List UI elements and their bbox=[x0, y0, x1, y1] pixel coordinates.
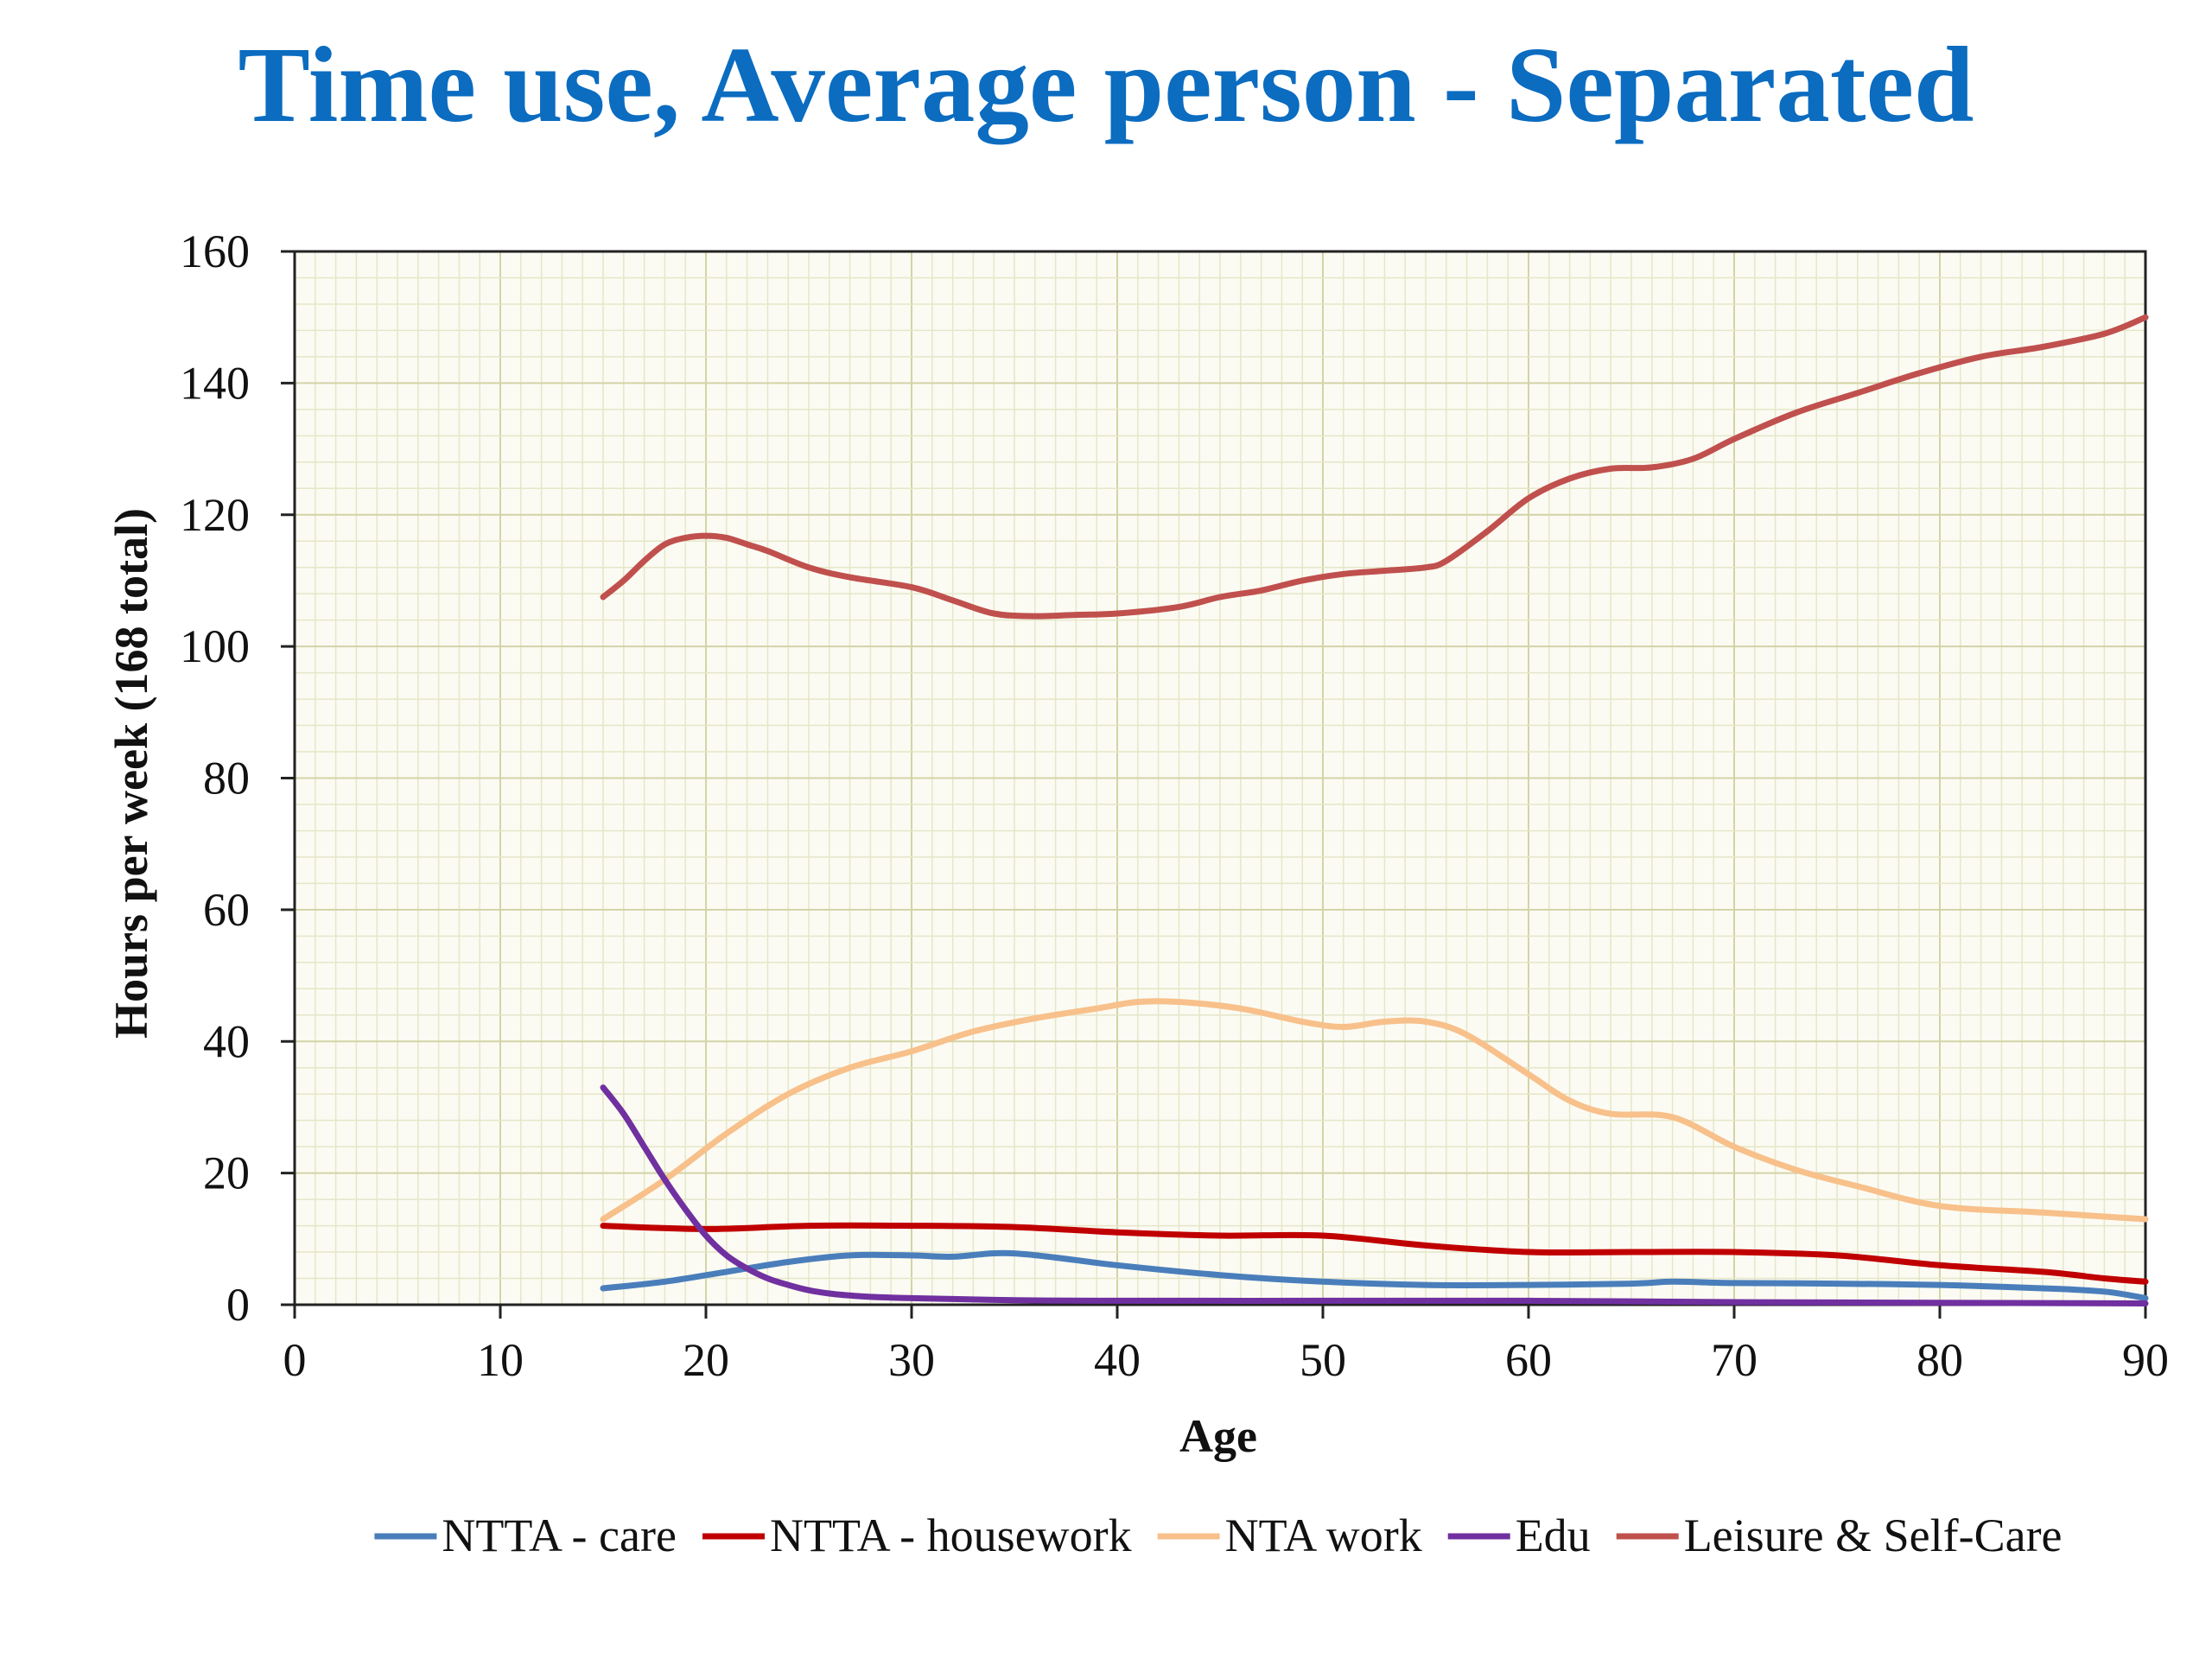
y-tick-label: 140 bbox=[180, 357, 250, 409]
legend: NTTA - care NTTA - housework NTA work Edu Le… bbox=[374, 1510, 2063, 1561]
y-tick-label: 80 bbox=[203, 753, 250, 804]
plot-grid bbox=[295, 251, 2145, 1305]
x-axis-title: Age bbox=[1179, 1410, 1257, 1462]
x-tick-label: 80 bbox=[1916, 1334, 1963, 1386]
x-tick-label: 90 bbox=[2122, 1334, 2169, 1386]
y-tick-label: 60 bbox=[203, 884, 250, 936]
legend-item: NTTA - housework bbox=[702, 1510, 1132, 1561]
y-tick-label: 100 bbox=[180, 620, 250, 672]
series-line-edu bbox=[600, 1084, 2149, 1306]
x-tick-label: 20 bbox=[683, 1334, 729, 1386]
plot-axes bbox=[281, 250, 2147, 1319]
x-tick-label: 30 bbox=[888, 1334, 935, 1386]
legend-label: Leisure & Self-Care bbox=[1684, 1510, 2063, 1561]
y-tick-label: 40 bbox=[203, 1015, 250, 1067]
x-tick-label: 70 bbox=[1711, 1334, 1758, 1386]
x-tick-label: 0 bbox=[283, 1334, 307, 1386]
x-tick-label: 50 bbox=[1300, 1334, 1346, 1386]
y-tick-label: 0 bbox=[226, 1279, 250, 1331]
legend-label: NTA work bbox=[1225, 1510, 1422, 1561]
series-line-ntta-care bbox=[600, 1249, 2149, 1301]
legend-label: NTTA - housework bbox=[770, 1510, 1132, 1561]
x-tick-label: 60 bbox=[1505, 1334, 1552, 1386]
legend-item: NTTA - care bbox=[374, 1510, 677, 1561]
y-tick-label: 160 bbox=[180, 226, 250, 277]
x-tick-label: 10 bbox=[477, 1334, 524, 1386]
series-lines bbox=[600, 314, 2149, 1306]
legend-item: Edu bbox=[1447, 1510, 1591, 1561]
series-line-ntta-housework bbox=[600, 1222, 2149, 1285]
tick-labels: 0 10 20 30 40 50 60 70 80 90 0 20 40 60 80 100 120 140 160 bbox=[180, 226, 2169, 1386]
y-tick-label: 120 bbox=[180, 489, 250, 541]
y-tick-label: 20 bbox=[203, 1147, 250, 1199]
series-line-leisure-self-care bbox=[600, 314, 2149, 620]
chart-title: Time use, Average person - Separated bbox=[238, 26, 1974, 145]
y-axis-title: Hours per week (168 total) bbox=[105, 508, 157, 1039]
legend-label: Edu bbox=[1516, 1510, 1591, 1561]
series-line-nta-work bbox=[600, 998, 2149, 1223]
legend-label: NTTA - care bbox=[442, 1510, 677, 1561]
x-tick-label: 40 bbox=[1094, 1334, 1141, 1386]
legend-item: NTA work bbox=[1157, 1510, 1422, 1561]
legend-item: Leisure & Self-Care bbox=[1616, 1510, 2063, 1561]
